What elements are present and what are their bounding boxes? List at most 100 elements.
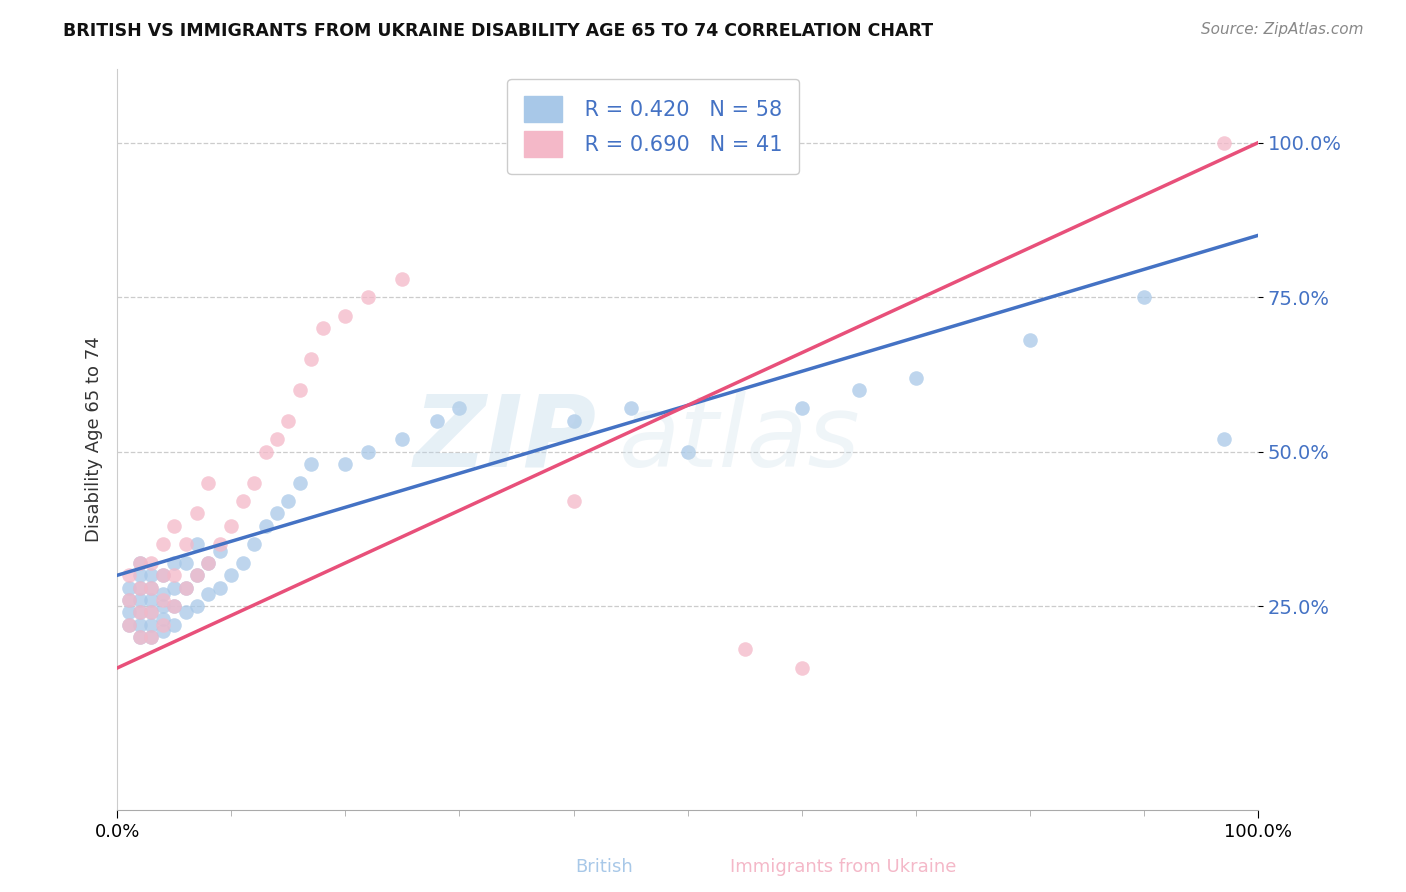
Point [152, 537, 174, 551]
Point [129, 630, 152, 644]
Point [243, 537, 266, 551]
Point [357, 444, 380, 458]
Point [288, 475, 311, 490]
Point [141, 630, 163, 644]
Point [141, 630, 163, 644]
Point [311, 321, 333, 335]
Point [174, 581, 197, 595]
Point [391, 433, 413, 447]
Point [141, 606, 163, 620]
Point [163, 617, 186, 632]
Point [288, 383, 311, 397]
Point [1212, 136, 1234, 150]
Point [152, 587, 174, 601]
Point [186, 568, 208, 582]
Point [197, 475, 219, 490]
Point [174, 537, 197, 551]
Point [129, 581, 152, 595]
Point [117, 593, 139, 607]
Point [152, 624, 174, 638]
Point [152, 593, 174, 607]
Y-axis label: Disability Age 65 to 74: Disability Age 65 to 74 [86, 336, 103, 542]
Text: Immigrants from Ukraine: Immigrants from Ukraine [730, 858, 957, 876]
Text: BRITISH VS IMMIGRANTS FROM UKRAINE DISABILITY AGE 65 TO 74 CORRELATION CHART: BRITISH VS IMMIGRANTS FROM UKRAINE DISAB… [63, 22, 934, 40]
Point [163, 519, 186, 533]
Point [163, 599, 186, 614]
Point [129, 568, 152, 582]
Point [232, 494, 254, 508]
Point [129, 617, 152, 632]
Text: British: British [575, 858, 634, 876]
Point [152, 568, 174, 582]
Point [562, 414, 585, 428]
Point [141, 556, 163, 570]
Point [391, 271, 413, 285]
Point [141, 593, 163, 607]
Point [117, 593, 139, 607]
Point [299, 457, 322, 471]
Point [197, 556, 219, 570]
Point [562, 494, 585, 508]
Point [254, 519, 277, 533]
Point [129, 556, 152, 570]
Point [734, 642, 756, 657]
Point [117, 606, 139, 620]
Point [619, 401, 641, 416]
Point [186, 507, 208, 521]
Point [335, 457, 357, 471]
Point [904, 370, 927, 384]
Point [141, 606, 163, 620]
Point [197, 587, 219, 601]
Point [174, 581, 197, 595]
Text: Source: ZipAtlas.com: Source: ZipAtlas.com [1201, 22, 1364, 37]
Point [790, 401, 813, 416]
Point [129, 606, 152, 620]
Point [141, 568, 163, 582]
Point [186, 599, 208, 614]
Point [129, 581, 152, 595]
Point [208, 537, 231, 551]
Point [357, 290, 380, 304]
Point [848, 383, 870, 397]
Point [117, 617, 139, 632]
Point [117, 581, 139, 595]
Point [232, 556, 254, 570]
Point [197, 556, 219, 570]
Point [277, 494, 299, 508]
Point [449, 401, 471, 416]
Text: ZIP: ZIP [413, 391, 596, 488]
Point [277, 414, 299, 428]
Point [163, 581, 186, 595]
Point [266, 433, 288, 447]
Point [129, 630, 152, 644]
Point [335, 309, 357, 323]
Point [243, 475, 266, 490]
Point [1018, 334, 1040, 348]
Point [152, 599, 174, 614]
Legend:  R = 0.420   N = 58,  R = 0.690   N = 41: R = 0.420 N = 58, R = 0.690 N = 41 [508, 78, 800, 174]
Point [1212, 433, 1234, 447]
Point [163, 556, 186, 570]
Point [299, 351, 322, 366]
Point [174, 606, 197, 620]
Point [208, 543, 231, 558]
Point [174, 556, 197, 570]
Point [163, 568, 186, 582]
Point [129, 556, 152, 570]
Point [141, 581, 163, 595]
Point [676, 444, 699, 458]
Point [426, 414, 449, 428]
Point [152, 568, 174, 582]
Point [141, 617, 163, 632]
Point [152, 617, 174, 632]
Point [117, 568, 139, 582]
Text: atlas: atlas [619, 391, 860, 488]
Point [129, 593, 152, 607]
Point [186, 568, 208, 582]
Point [163, 599, 186, 614]
Point [219, 568, 242, 582]
Point [186, 537, 208, 551]
Point [152, 611, 174, 625]
Point [219, 519, 242, 533]
Point [208, 581, 231, 595]
